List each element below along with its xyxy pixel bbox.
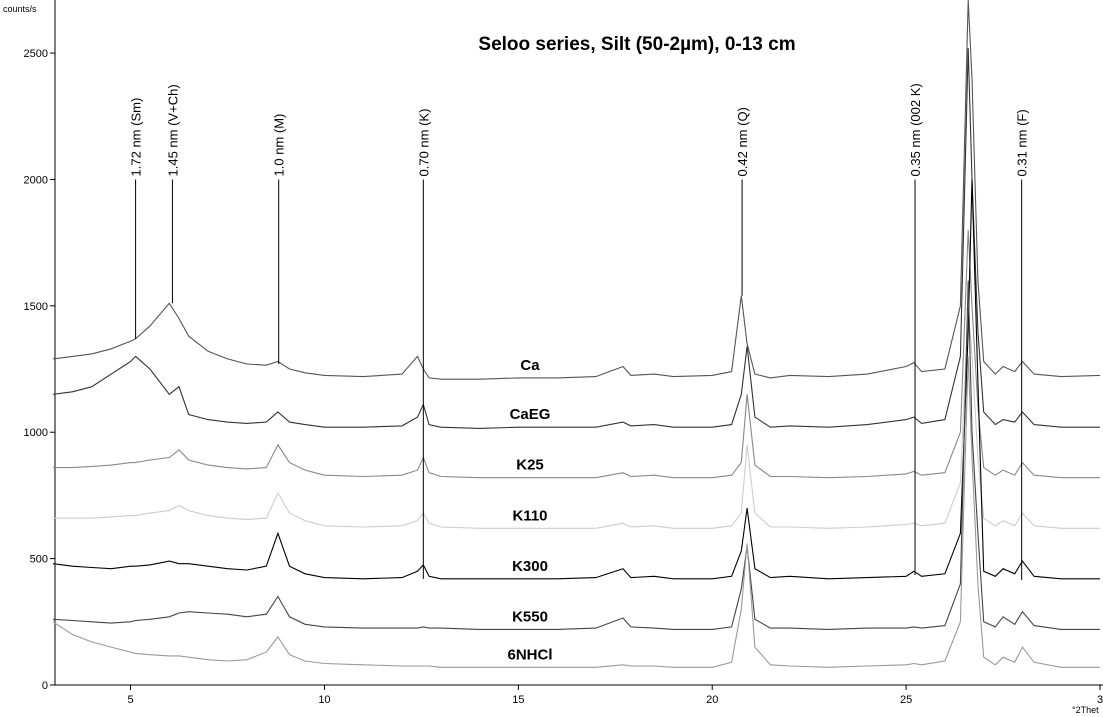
series-label: K110: [512, 507, 547, 524]
series-line: [53, 280, 1100, 630]
x-tick-label: 3: [1097, 694, 1103, 706]
series-line: [53, 179, 1100, 580]
series-line: [53, 305, 1100, 529]
series-label: K25: [516, 457, 544, 474]
annotation-label: 0.35 nm (002 K): [908, 83, 923, 176]
series-line: [53, 356, 1100, 668]
y-axis-label: counts/s: [3, 4, 37, 14]
x-tick-label: 5: [127, 694, 133, 706]
series-label: K300: [512, 558, 548, 575]
plot-area: [53, 0, 1101, 668]
annotation-label: 1.45 nm (V+Ch): [165, 84, 180, 176]
series-label: Ca: [520, 357, 540, 374]
y-tick-label: 1000: [24, 427, 48, 439]
series-label: CaEG: [510, 406, 551, 423]
y-tick-label: 1500: [24, 301, 48, 313]
annotation-label: 0.42 nm (Q): [735, 107, 750, 176]
annotation-label: 0.31 nm (F): [1015, 109, 1030, 176]
x-tick-label: 25: [900, 694, 912, 706]
x-tick-label: 10: [318, 694, 330, 706]
y-tick-label: 2500: [24, 48, 48, 60]
x-tick-label: 20: [706, 694, 718, 706]
annotation-label: 1.0 nm (M): [272, 114, 287, 177]
x-axis-label: °2Thet: [1072, 705, 1099, 715]
series-line: [53, 229, 1100, 479]
series-label: K550: [512, 608, 548, 625]
annotation-label: 1.72 nm (Sm): [129, 98, 144, 177]
series-label: 6NHCl: [507, 646, 552, 663]
chart-title: Seloo series, Silt (50-2µm), 0-13 cm: [478, 34, 795, 55]
series-line: [53, 47, 1100, 429]
annotation-label: 0.70 nm (K): [416, 109, 431, 177]
x-tick-label: 15: [512, 694, 524, 706]
series-line: [53, 0, 1101, 380]
y-tick-label: 500: [30, 554, 48, 566]
y-tick-label: 0: [42, 680, 48, 692]
y-tick-label: 2000: [24, 174, 48, 186]
